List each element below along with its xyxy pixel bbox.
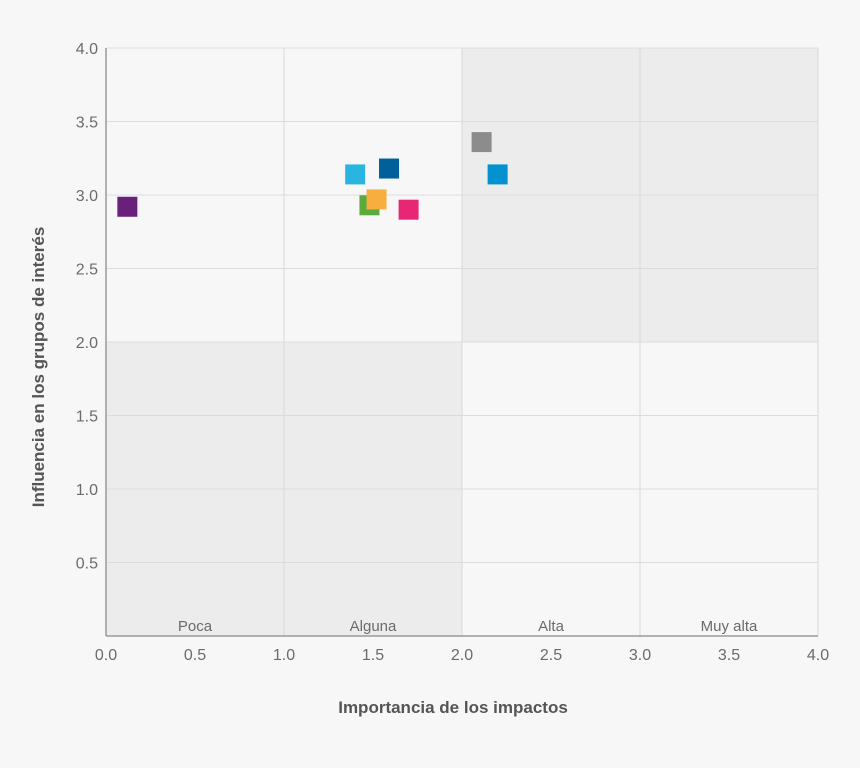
- x-tick-label: 0.0: [95, 647, 117, 664]
- x-axis-title: Importancia de los impactos: [338, 698, 568, 717]
- data-point: [471, 132, 492, 153]
- x-tick-label: 0.5: [184, 647, 206, 664]
- data-point: [366, 189, 387, 210]
- x-tick-label: 2.0: [451, 647, 473, 664]
- x-tick-label: 1.0: [273, 647, 295, 664]
- x-tick-label: 1.5: [362, 647, 384, 664]
- x-tick-labels: 0.0 0.5 1.0 1.5 2.0 2.5 3.0 3.5 4.0: [95, 647, 829, 664]
- y-tick-label: 2.0: [76, 335, 98, 352]
- data-point: [398, 199, 419, 220]
- zone-label: Poca: [178, 618, 213, 635]
- data-point: [487, 164, 508, 185]
- y-tick-label: 2.5: [76, 262, 98, 279]
- zone-label: Alta: [538, 618, 565, 635]
- x-tick-label: 3.0: [629, 647, 651, 664]
- y-tick-label: 0.5: [76, 556, 98, 573]
- zone-label: Alguna: [350, 618, 397, 635]
- y-tick-label: 3.0: [76, 188, 98, 205]
- y-tick-label: 1.5: [76, 409, 98, 426]
- y-tick-label: 1.0: [76, 482, 98, 499]
- zone-labels: Poca Alguna Alta Muy alta: [178, 618, 758, 635]
- y-tick-label: 4.0: [76, 41, 98, 58]
- y-tick-labels: 0.5 1.0 1.5 2.0 2.5 3.0 3.5 4.0: [76, 41, 98, 573]
- data-point: [345, 164, 366, 185]
- zone-label: Muy alta: [701, 618, 758, 635]
- axes: [105, 48, 818, 637]
- gridlines: [106, 47, 819, 636]
- data-point: [117, 196, 138, 217]
- data-points: [117, 132, 508, 220]
- data-point: [379, 158, 400, 179]
- x-tick-label: 4.0: [807, 647, 829, 664]
- y-axis-title: Influencia en los grupos de interés: [29, 227, 48, 508]
- x-tick-label: 3.5: [718, 647, 740, 664]
- y-tick-label: 3.5: [76, 115, 98, 132]
- x-tick-label: 2.5: [540, 647, 562, 664]
